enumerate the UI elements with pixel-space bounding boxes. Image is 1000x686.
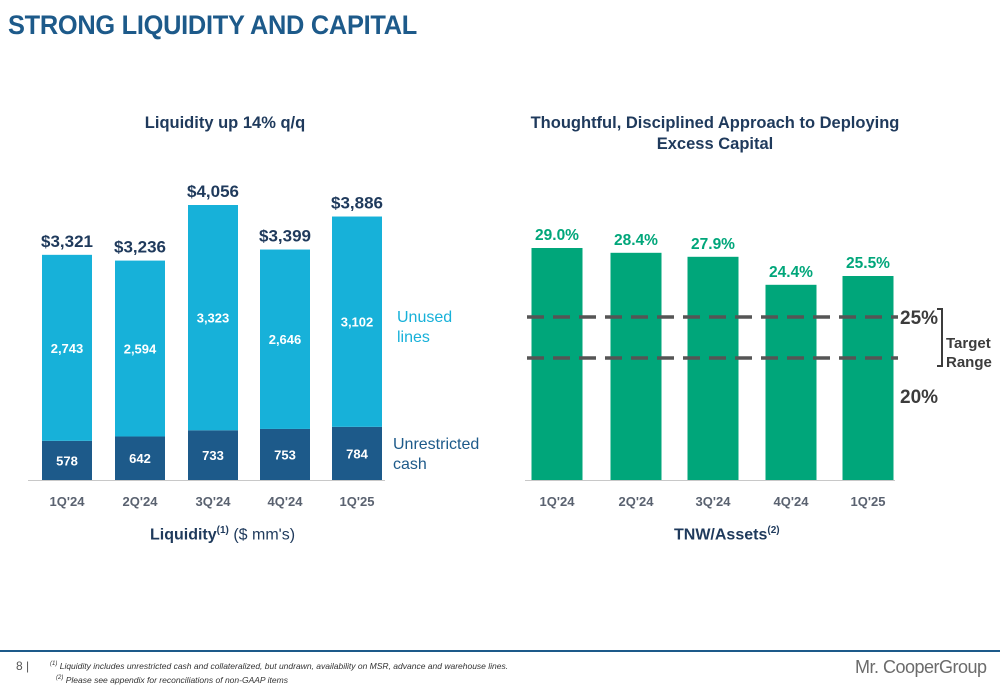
liquidity-axis-label-units: ($ mm's) <box>228 526 296 544</box>
tnw-value-label-2: 27.9% <box>691 236 735 253</box>
unused-bar-0 <box>42 254 92 441</box>
cash-value-label-4: 784 <box>346 446 368 461</box>
footnote-1-text: Liquidity includes unrestricted cash and… <box>59 660 509 671</box>
page-title: STRONG LIQUIDITY AND CAPITAL <box>8 10 418 40</box>
target-high-label: 25% <box>900 308 939 329</box>
liquidity-tick-label-4: 1Q'25 <box>340 494 375 509</box>
unused-bar-3 <box>260 249 310 429</box>
tnw-tick-label-1: 2Q'24 <box>619 494 655 509</box>
footnotes: (1) Liquidity includes unrestricted cash… <box>50 658 508 686</box>
liquidity-tick-label-1: 2Q'24 <box>123 494 159 509</box>
cash-bar-2 <box>188 430 238 480</box>
tnw-bar-2 <box>687 256 739 480</box>
target-range-bracket <box>937 308 943 367</box>
company-logo: Mr. CooperGroup <box>855 657 987 677</box>
tnw-bar-4 <box>842 276 894 480</box>
cash-bar-1 <box>115 436 165 480</box>
liquidity-chart-title: Liquidity up 14% q/q <box>144 114 306 132</box>
unused-bar-2 <box>188 205 238 431</box>
tnw-value-label-1: 28.4% <box>614 232 658 249</box>
liquidity-tick-label-3: 4Q'24 <box>268 494 304 509</box>
legend-unused-lines: Unused lines <box>397 309 453 346</box>
cash-bar-4 <box>332 426 382 480</box>
tnw-axis-label-bold: TNW/Assets <box>674 526 768 544</box>
unused-value-label-2: 3,323 <box>197 311 230 326</box>
tnw-value-label-0: 29.0% <box>535 227 579 244</box>
tnw-tick-label-0: 1Q'24 <box>540 494 576 509</box>
tnw-value-label-4: 25.5% <box>846 255 890 272</box>
cash-value-label-1: 642 <box>129 451 151 466</box>
tnw-bar-1 <box>610 252 662 480</box>
liquidity-tick-label-0: 1Q'24 <box>50 494 86 509</box>
legend-unrestricted-cash: Unrestricted cash <box>393 436 480 473</box>
tnw-tick-label-4: 1Q'25 <box>851 494 886 509</box>
unused-value-label-1: 2,594 <box>124 342 157 357</box>
unused-bar-4 <box>332 216 382 427</box>
tnw-axis-label-sup: (2) <box>767 525 780 536</box>
page-number: 8 | <box>16 659 30 673</box>
cash-bar-0 <box>42 440 92 480</box>
liquidity-axis-label: Liquidity(1) ($ mm's) <box>150 525 295 544</box>
target-low-label: 20% <box>900 387 939 408</box>
total-label-0: $3,321 <box>41 232 93 251</box>
footnote-1: (1) Liquidity includes unrestricted cash… <box>50 658 508 672</box>
tnw-axis-label: TNW/Assets(2) <box>674 525 780 544</box>
total-label-3: $3,399 <box>259 227 311 246</box>
liquidity-axis-label-bold: Liquidity <box>150 526 217 544</box>
tnw-bar-0 <box>531 248 583 480</box>
footnote-1-marker: (1) <box>50 661 58 667</box>
total-label-4: $3,886 <box>331 194 383 213</box>
tnw-tick-label-3: 4Q'24 <box>774 494 810 509</box>
unused-value-label-3: 2,646 <box>269 332 302 347</box>
footnote-2-marker: (2) <box>56 674 64 681</box>
tnw-tick-label-2: 3Q'24 <box>696 494 732 509</box>
tnw-bar-3 <box>765 284 817 480</box>
footer-divider <box>0 650 1000 652</box>
tnw-value-label-3: 24.4% <box>769 264 813 281</box>
liquidity-tick-label-2: 3Q'24 <box>196 494 232 509</box>
total-label-1: $3,236 <box>114 238 166 257</box>
footnote-2: (2) Please see appendix for reconciliati… <box>50 672 508 686</box>
liquidity-axis-label-sup: (1) <box>216 525 229 536</box>
unused-value-label-0: 2,743 <box>51 341 84 356</box>
total-label-2: $4,056 <box>187 182 239 201</box>
tnw-chart-title: Thoughtful, Disciplined Approach to Depl… <box>530 114 900 153</box>
cash-value-label-2: 733 <box>202 448 224 463</box>
unused-value-label-4: 3,102 <box>341 315 374 330</box>
cash-value-label-0: 578 <box>56 453 78 468</box>
unused-bar-1 <box>115 260 165 437</box>
cash-bar-3 <box>260 428 310 480</box>
footnote-2-text: Please see appendix for reconciliations … <box>65 674 288 685</box>
cash-value-label-3: 753 <box>274 447 296 462</box>
target-range-label: Target Range <box>946 335 992 371</box>
